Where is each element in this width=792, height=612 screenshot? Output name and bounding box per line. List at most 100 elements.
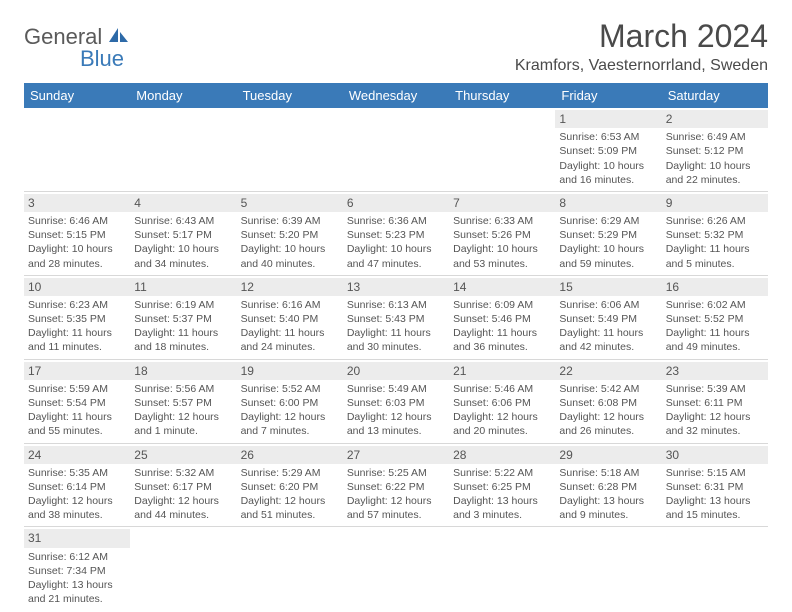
day-number: 11 xyxy=(130,278,236,296)
logo-text-blue: Blue xyxy=(80,46,129,72)
sunset-text: Sunset: 5:26 PM xyxy=(453,228,551,242)
day-number: 2 xyxy=(662,110,768,128)
daylight-text: Daylight: 10 hours xyxy=(559,242,657,256)
daylight-text: Daylight: 11 hours xyxy=(241,326,339,340)
daylight-text: and 1 minute. xyxy=(134,424,232,438)
sunset-text: Sunset: 5:12 PM xyxy=(666,144,764,158)
daylight-text: and 30 minutes. xyxy=(347,340,445,354)
sunset-text: Sunset: 6:14 PM xyxy=(28,480,126,494)
sunrise-text: Sunrise: 6:16 AM xyxy=(241,298,339,312)
day-number: 4 xyxy=(130,194,236,212)
calendar-cell: 31Sunrise: 6:12 AMSunset: 7:34 PMDayligh… xyxy=(24,527,130,610)
sunrise-text: Sunrise: 5:56 AM xyxy=(134,382,232,396)
daylight-text: and 13 minutes. xyxy=(347,424,445,438)
day-number: 21 xyxy=(449,362,555,380)
calendar-cell: 12Sunrise: 6:16 AMSunset: 5:40 PMDayligh… xyxy=(237,275,343,359)
day-number: 30 xyxy=(662,446,768,464)
daylight-text: and 42 minutes. xyxy=(559,340,657,354)
page-title: March 2024 xyxy=(515,18,768,55)
sunset-text: Sunset: 5:52 PM xyxy=(666,312,764,326)
daylight-text: Daylight: 12 hours xyxy=(559,410,657,424)
day-number: 13 xyxy=(343,278,449,296)
day-number: 22 xyxy=(555,362,661,380)
calendar-week-row: 1Sunrise: 6:53 AMSunset: 5:09 PMDaylight… xyxy=(24,108,768,191)
calendar-week-row: 17Sunrise: 5:59 AMSunset: 5:54 PMDayligh… xyxy=(24,359,768,443)
calendar-cell: 18Sunrise: 5:56 AMSunset: 5:57 PMDayligh… xyxy=(130,359,236,443)
daylight-text: and 3 minutes. xyxy=(453,508,551,522)
sunset-text: Sunset: 6:03 PM xyxy=(347,396,445,410)
weekday-header: Monday xyxy=(130,83,236,108)
calendar-cell xyxy=(343,108,449,191)
daylight-text: Daylight: 10 hours xyxy=(559,159,657,173)
sunset-text: Sunset: 5:35 PM xyxy=(28,312,126,326)
daylight-text: and 49 minutes. xyxy=(666,340,764,354)
calendar-cell: 6Sunrise: 6:36 AMSunset: 5:23 PMDaylight… xyxy=(343,191,449,275)
calendar-cell: 28Sunrise: 5:22 AMSunset: 6:25 PMDayligh… xyxy=(449,443,555,527)
sunset-text: Sunset: 6:25 PM xyxy=(453,480,551,494)
sunrise-text: Sunrise: 6:09 AM xyxy=(453,298,551,312)
sunrise-text: Sunrise: 5:18 AM xyxy=(559,466,657,480)
day-number: 17 xyxy=(24,362,130,380)
sunrise-text: Sunrise: 6:23 AM xyxy=(28,298,126,312)
day-number: 14 xyxy=(449,278,555,296)
day-number: 15 xyxy=(555,278,661,296)
daylight-text: Daylight: 10 hours xyxy=(241,242,339,256)
calendar-cell: 29Sunrise: 5:18 AMSunset: 6:28 PMDayligh… xyxy=(555,443,661,527)
sunrise-text: Sunrise: 6:33 AM xyxy=(453,214,551,228)
day-number: 18 xyxy=(130,362,236,380)
sunrise-text: Sunrise: 6:19 AM xyxy=(134,298,232,312)
calendar-cell: 5Sunrise: 6:39 AMSunset: 5:20 PMDaylight… xyxy=(237,191,343,275)
calendar-cell: 17Sunrise: 5:59 AMSunset: 5:54 PMDayligh… xyxy=(24,359,130,443)
day-number: 29 xyxy=(555,446,661,464)
sunrise-text: Sunrise: 6:12 AM xyxy=(28,550,126,564)
weekday-header: Sunday xyxy=(24,83,130,108)
calendar-cell xyxy=(555,527,661,610)
calendar-cell: 7Sunrise: 6:33 AMSunset: 5:26 PMDaylight… xyxy=(449,191,555,275)
weekday-header: Friday xyxy=(555,83,661,108)
day-number: 24 xyxy=(24,446,130,464)
daylight-text: and 40 minutes. xyxy=(241,257,339,271)
sunset-text: Sunset: 5:37 PM xyxy=(134,312,232,326)
sunset-text: Sunset: 6:08 PM xyxy=(559,396,657,410)
sunrise-text: Sunrise: 5:22 AM xyxy=(453,466,551,480)
sunset-text: Sunset: 6:00 PM xyxy=(241,396,339,410)
daylight-text: and 44 minutes. xyxy=(134,508,232,522)
daylight-text: and 34 minutes. xyxy=(134,257,232,271)
sunrise-text: Sunrise: 5:49 AM xyxy=(347,382,445,396)
daylight-text: Daylight: 12 hours xyxy=(28,494,126,508)
calendar-cell: 22Sunrise: 5:42 AMSunset: 6:08 PMDayligh… xyxy=(555,359,661,443)
calendar-cell: 8Sunrise: 6:29 AMSunset: 5:29 PMDaylight… xyxy=(555,191,661,275)
header: General Blue March 2024 Kramfors, Vaeste… xyxy=(24,18,768,75)
calendar-cell: 13Sunrise: 6:13 AMSunset: 5:43 PMDayligh… xyxy=(343,275,449,359)
daylight-text: and 11 minutes. xyxy=(28,340,126,354)
sunset-text: Sunset: 5:57 PM xyxy=(134,396,232,410)
calendar-cell: 1Sunrise: 6:53 AMSunset: 5:09 PMDaylight… xyxy=(555,108,661,191)
calendar-cell xyxy=(130,108,236,191)
daylight-text: and 24 minutes. xyxy=(241,340,339,354)
daylight-text: Daylight: 11 hours xyxy=(559,326,657,340)
daylight-text: and 47 minutes. xyxy=(347,257,445,271)
daylight-text: Daylight: 12 hours xyxy=(666,410,764,424)
calendar-cell xyxy=(130,527,236,610)
calendar-table: Sunday Monday Tuesday Wednesday Thursday… xyxy=(24,83,768,610)
calendar-cell xyxy=(449,108,555,191)
calendar-cell xyxy=(662,527,768,610)
calendar-cell xyxy=(343,527,449,610)
calendar-cell: 4Sunrise: 6:43 AMSunset: 5:17 PMDaylight… xyxy=(130,191,236,275)
calendar-cell: 27Sunrise: 5:25 AMSunset: 6:22 PMDayligh… xyxy=(343,443,449,527)
calendar-week-row: 10Sunrise: 6:23 AMSunset: 5:35 PMDayligh… xyxy=(24,275,768,359)
location: Kramfors, Vaesternorrland, Sweden xyxy=(515,57,768,75)
sunrise-text: Sunrise: 5:46 AM xyxy=(453,382,551,396)
sunset-text: Sunset: 5:54 PM xyxy=(28,396,126,410)
sunrise-text: Sunrise: 6:02 AM xyxy=(666,298,764,312)
sunrise-text: Sunrise: 6:39 AM xyxy=(241,214,339,228)
sunset-text: Sunset: 5:09 PM xyxy=(559,144,657,158)
day-number: 9 xyxy=(662,194,768,212)
sunrise-text: Sunrise: 6:36 AM xyxy=(347,214,445,228)
calendar-cell: 25Sunrise: 5:32 AMSunset: 6:17 PMDayligh… xyxy=(130,443,236,527)
daylight-text: and 22 minutes. xyxy=(666,173,764,187)
day-number: 6 xyxy=(343,194,449,212)
daylight-text: Daylight: 11 hours xyxy=(28,326,126,340)
calendar-week-row: 3Sunrise: 6:46 AMSunset: 5:15 PMDaylight… xyxy=(24,191,768,275)
daylight-text: Daylight: 12 hours xyxy=(347,410,445,424)
